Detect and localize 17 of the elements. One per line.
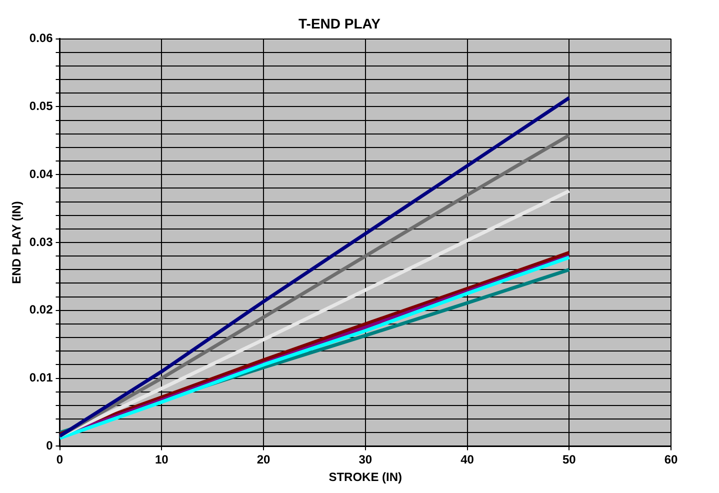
x-tick-label: 50 <box>562 452 576 467</box>
y-tick-label: 0.01 <box>29 370 54 385</box>
y-tick-label: 0.02 <box>29 302 54 317</box>
y-tick-label: 0 <box>46 438 54 453</box>
y-axis-title: END PLAY (IN) <box>10 201 24 284</box>
x-tick-label: 30 <box>358 452 372 467</box>
y-tick-label: 0.03 <box>29 234 54 249</box>
x-tick-label: 60 <box>664 452 678 467</box>
x-tick-label: 40 <box>460 452 474 467</box>
chart-title: T-END PLAY <box>298 15 382 32</box>
x-tick-label: 20 <box>256 452 270 467</box>
x-axis-title: STROKE (IN) <box>328 470 402 484</box>
x-tick-label: 0 <box>56 452 64 467</box>
x-tick-label: 10 <box>154 452 169 467</box>
y-tick-label: 0.06 <box>29 31 54 46</box>
y-tick-label: 0.04 <box>29 166 54 181</box>
y-tick-label: 0.05 <box>29 99 54 114</box>
